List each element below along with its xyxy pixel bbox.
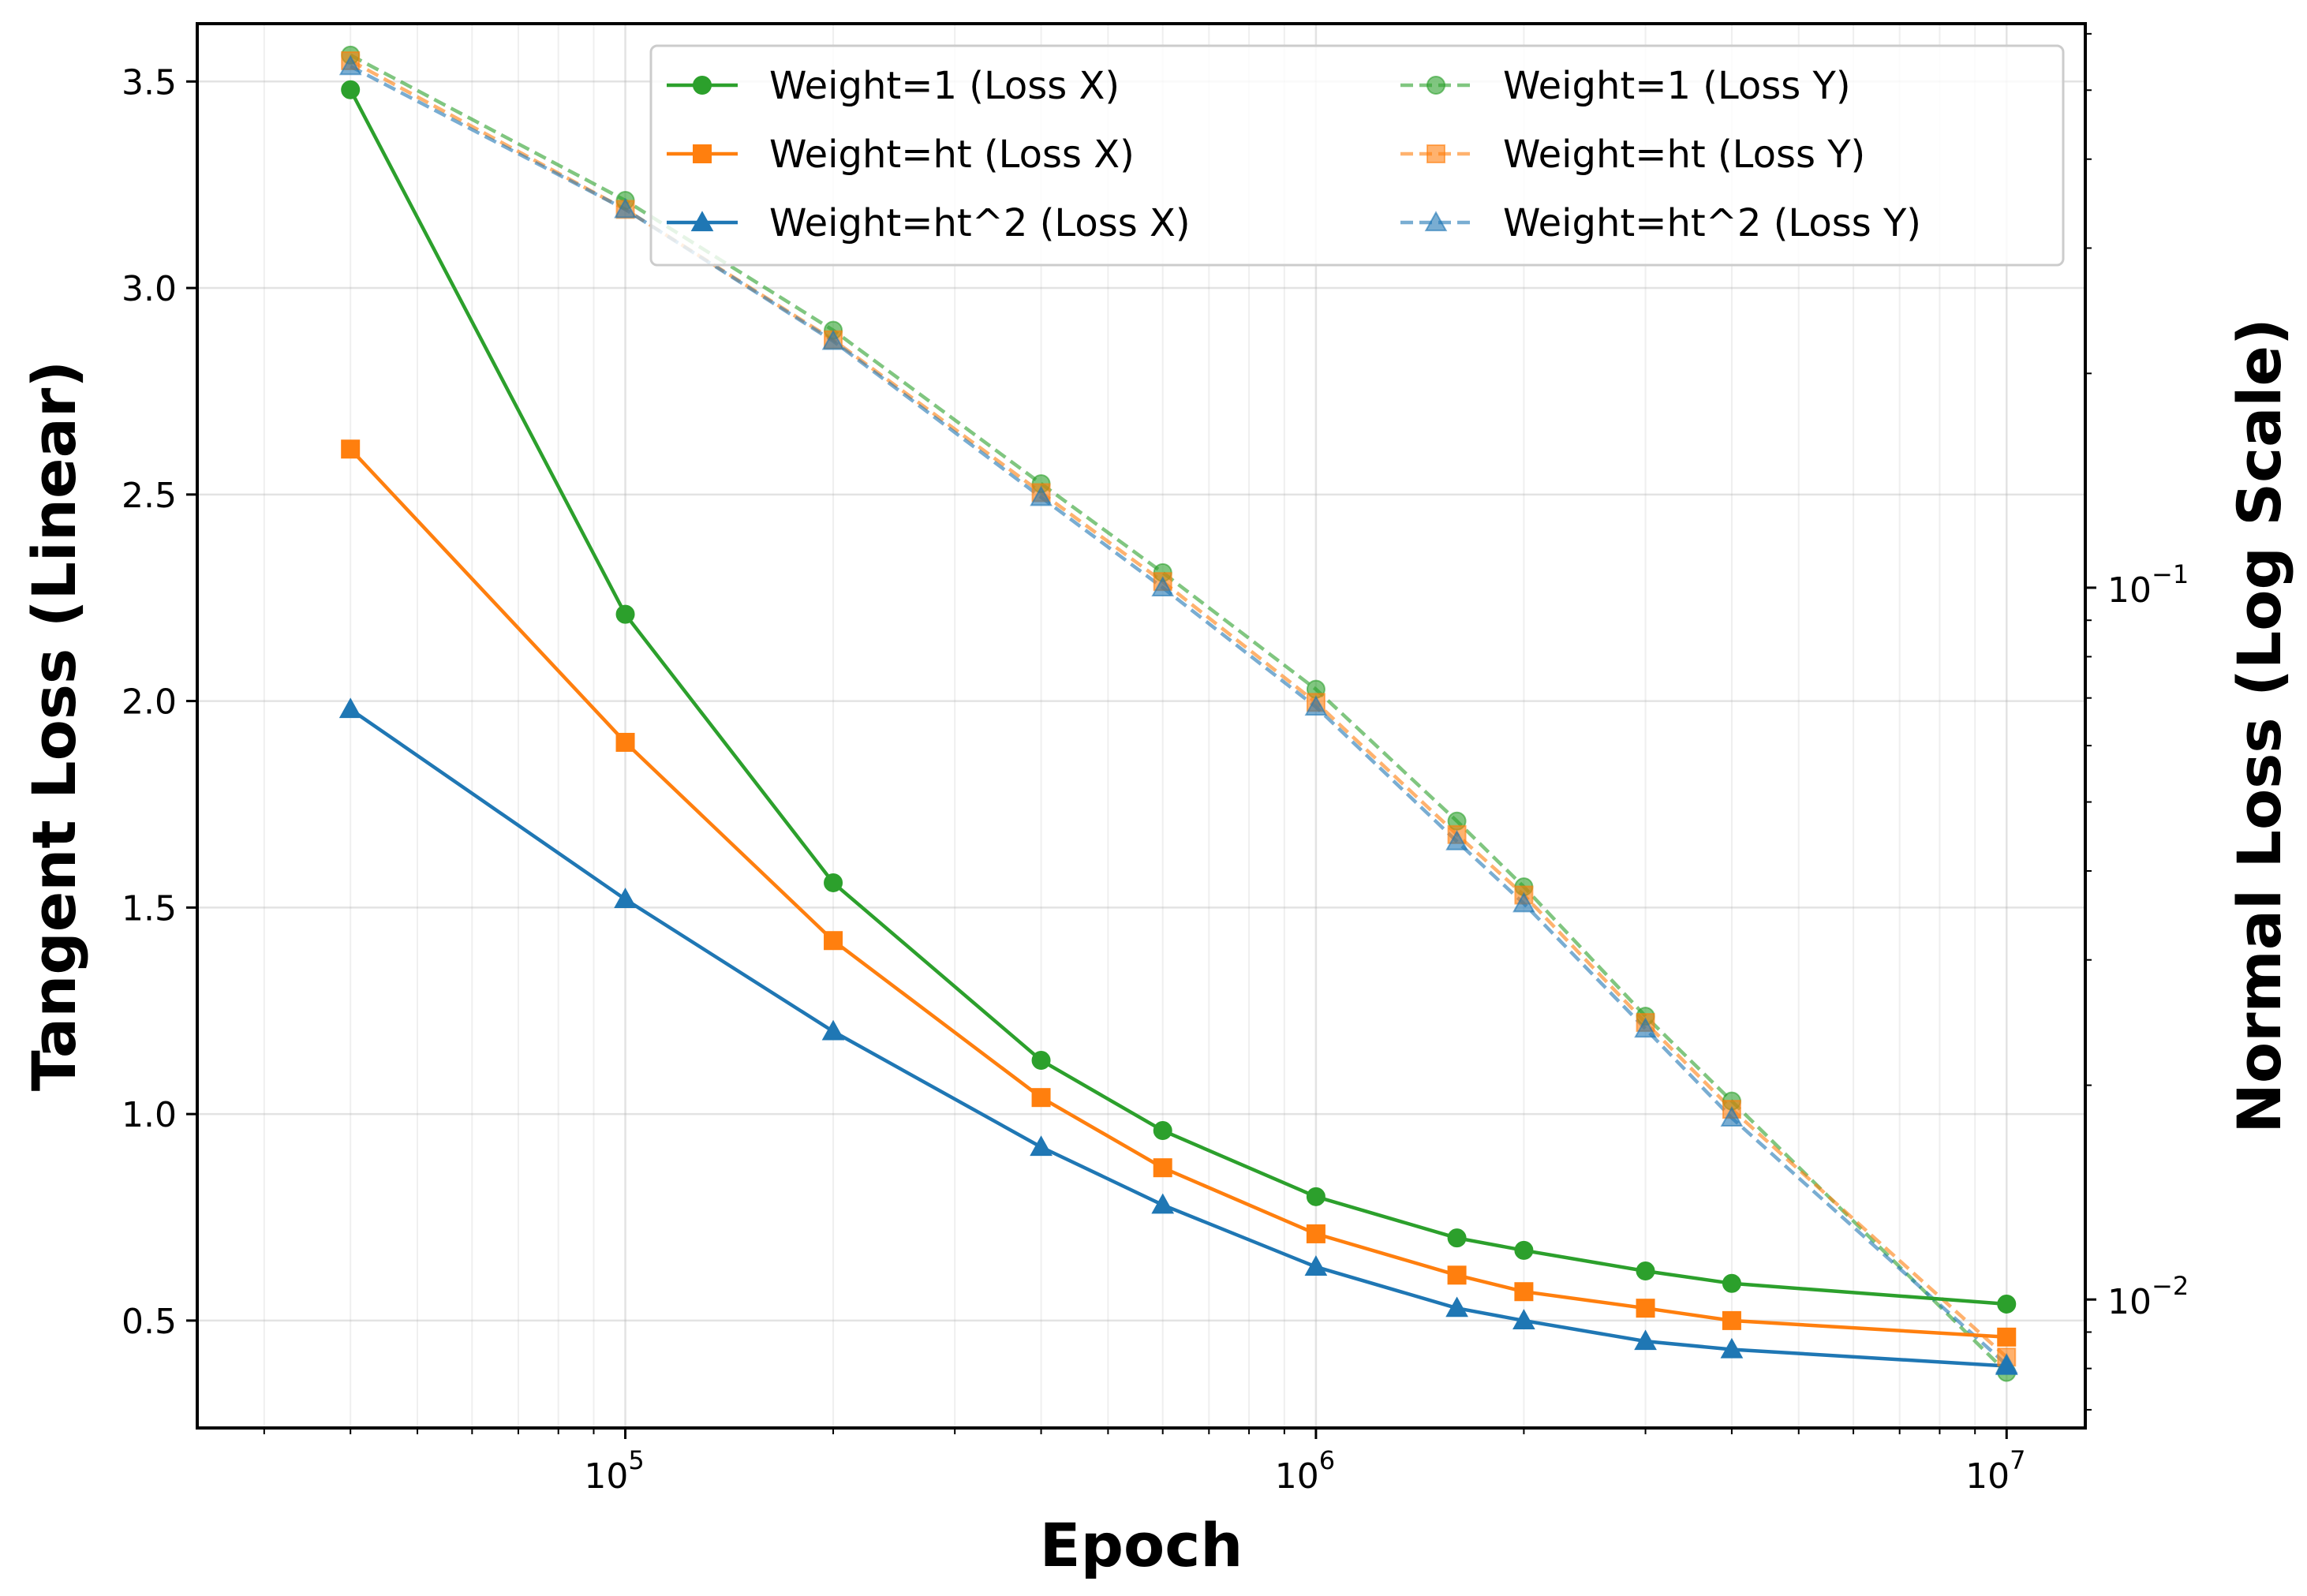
data-point	[1304, 1255, 1328, 1276]
data-point	[1514, 1240, 1534, 1260]
y-right-tick-label-exponent: −1	[2152, 559, 2189, 589]
data-point	[1995, 1354, 2018, 1375]
legend-label-1: Weight=1 (Loss X)	[769, 64, 1120, 108]
y-left-tick-label: 2.5	[122, 476, 177, 516]
y-left-tick-label: 2.0	[122, 682, 177, 723]
data-point	[824, 931, 843, 951]
x-tick-label-base: 10	[1275, 1456, 1319, 1497]
y-right-tick-label: 10−2	[2107, 1271, 2189, 1322]
data-point	[1997, 1327, 2017, 1347]
x-tick-label: 107	[1965, 1445, 2025, 1497]
legend-marker-4	[1426, 76, 1445, 95]
x-tick-label: 105	[584, 1445, 644, 1497]
y-right-tick-label-base: 10	[2107, 570, 2152, 611]
legend-box	[649, 44, 2065, 267]
data-point	[614, 888, 637, 909]
data-point	[1153, 1158, 1172, 1178]
y-right-tick-label: 10−1	[2107, 559, 2189, 611]
data-point	[1720, 1337, 1744, 1359]
data-point	[1031, 1051, 1051, 1071]
data-point	[1153, 1121, 1172, 1141]
legend-label-3: Weight=ht^2 (Loss X)	[769, 201, 1191, 245]
x-tick-label-exponent: 6	[1319, 1445, 1335, 1475]
data-point	[1031, 1088, 1051, 1108]
series-markers	[338, 45, 2018, 1382]
data-point	[1722, 1310, 1741, 1330]
data-point	[1636, 1299, 1655, 1318]
data-point	[821, 329, 845, 350]
data-point	[614, 197, 637, 219]
y-axis-left-label: Tangent Loss (Linear)	[19, 361, 89, 1091]
data-point	[1445, 829, 1468, 850]
data-point	[1722, 1273, 1741, 1293]
data-point	[1151, 1193, 1175, 1214]
y-left-tick-label: 3.0	[122, 269, 177, 309]
legend: Weight=1 (Loss X) Weight=ht (Loss X) Weigh…	[649, 44, 2065, 267]
x-tick-label-base: 10	[584, 1456, 628, 1497]
y-left-tick-label: 0.5	[122, 1302, 177, 1342]
legend-marker-3	[690, 211, 714, 232]
data-point	[1634, 1329, 1657, 1351]
data-point	[341, 439, 361, 459]
plot-frame	[196, 22, 2087, 1430]
data-point	[338, 54, 362, 76]
y-right-tick-label-base: 10	[2107, 1282, 2152, 1322]
data-point	[341, 80, 361, 99]
data-point	[1306, 1224, 1325, 1243]
data-point	[1634, 1017, 1657, 1038]
data-point	[1151, 576, 1175, 597]
legend-marker-6	[1424, 211, 1448, 232]
data-point	[1512, 891, 1535, 913]
data-point	[1636, 1261, 1655, 1281]
data-point	[821, 1019, 845, 1041]
x-tick-label-base: 10	[1965, 1456, 2010, 1497]
data-point	[1030, 485, 1053, 506]
data-point	[338, 697, 362, 719]
legend-label-2: Weight=ht (Loss X)	[769, 133, 1135, 177]
x-axis-label: Epoch	[1040, 1510, 1243, 1580]
x-tick-label: 106	[1275, 1445, 1335, 1497]
data-point	[824, 873, 843, 892]
y-axis-right-label: Normal Loss (Log Scale)	[2224, 318, 2294, 1134]
y-left-tick-label: 1.5	[122, 888, 177, 929]
data-point	[1447, 1265, 1467, 1285]
data-point	[1447, 1228, 1467, 1248]
legend-label-4: Weight=1 (Loss Y)	[1503, 64, 1851, 108]
x-tick-label-exponent: 7	[2010, 1445, 2025, 1475]
y-right-tick-label-exponent: −2	[2152, 1271, 2189, 1301]
legend-label-6: Weight=ht^2 (Loss Y)	[1503, 201, 1921, 245]
data-point	[1720, 1106, 1744, 1127]
legend-marker-2	[693, 144, 712, 163]
legend-marker-1	[693, 76, 712, 95]
data-point	[1514, 1282, 1534, 1302]
legend-marker-5	[1426, 144, 1445, 163]
data-point	[1997, 1294, 2017, 1314]
data-point	[1445, 1296, 1468, 1318]
y-left-tick-label: 3.5	[122, 62, 177, 103]
data-point	[615, 732, 635, 752]
legend-label-5: Weight=ht (Loss Y)	[1503, 133, 1865, 177]
data-point	[1304, 695, 1328, 716]
x-tick-label-exponent: 5	[628, 1445, 644, 1475]
data-point	[615, 604, 635, 624]
data-point	[1030, 1135, 1053, 1157]
data-point	[1306, 1187, 1325, 1206]
data-point	[1512, 1309, 1535, 1330]
y-left-tick-label: 1.0	[122, 1095, 177, 1135]
